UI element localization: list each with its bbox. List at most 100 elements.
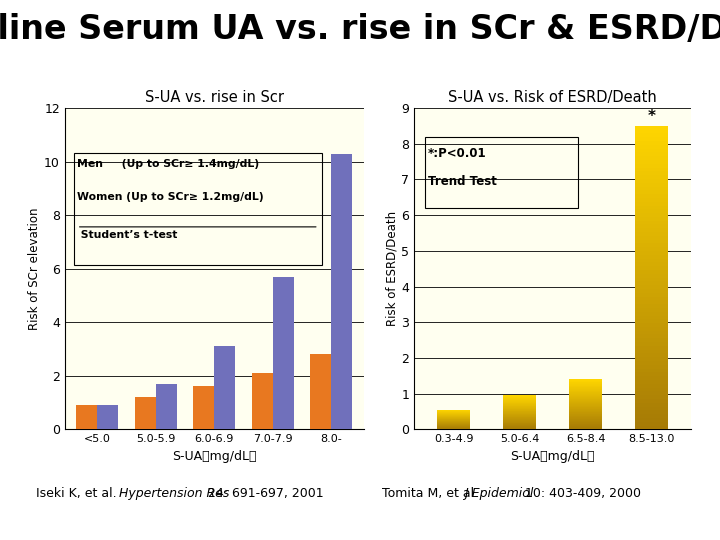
Bar — [569, 411, 602, 412]
Bar — [635, 346, 668, 349]
Bar — [569, 424, 602, 425]
Bar — [310, 354, 331, 429]
Bar — [569, 383, 602, 384]
Bar — [635, 266, 668, 270]
Bar — [635, 392, 668, 395]
Bar — [635, 259, 668, 262]
Bar — [273, 276, 294, 429]
Bar — [635, 206, 668, 210]
Bar — [635, 251, 668, 255]
Bar — [569, 401, 602, 402]
Text: Tomita M, et al.: Tomita M, et al. — [382, 487, 482, 500]
Bar — [569, 426, 602, 427]
Bar — [635, 422, 668, 426]
Bar — [569, 389, 602, 390]
Bar — [635, 414, 668, 418]
Bar — [569, 427, 602, 428]
Bar — [569, 390, 602, 391]
Bar — [635, 148, 668, 152]
Bar — [569, 396, 602, 397]
Bar — [635, 244, 668, 247]
Bar — [635, 342, 668, 346]
Bar — [569, 421, 602, 422]
Bar — [569, 428, 602, 429]
Bar — [635, 141, 668, 145]
Bar — [635, 308, 668, 312]
Bar — [635, 330, 668, 334]
Bar — [635, 365, 668, 369]
Bar — [635, 304, 668, 308]
Bar — [635, 285, 668, 289]
Bar — [569, 398, 602, 399]
Bar — [635, 323, 668, 327]
Bar — [569, 392, 602, 393]
Text: Student’s t-test: Student’s t-test — [77, 230, 177, 240]
Bar — [635, 221, 668, 225]
Y-axis label: Risk of ESRD/Death: Risk of ESRD/Death — [385, 211, 398, 326]
Bar — [635, 210, 668, 213]
Bar — [569, 386, 602, 387]
Bar — [635, 186, 668, 190]
Text: 24: 691-697, 2001: 24: 691-697, 2001 — [204, 487, 323, 500]
Bar — [635, 126, 668, 130]
Bar — [215, 346, 235, 429]
Bar — [635, 426, 668, 429]
Bar — [635, 373, 668, 376]
Text: Hypertension Res: Hypertension Res — [119, 487, 229, 500]
Text: *:P<0.01: *:P<0.01 — [428, 146, 487, 159]
Bar — [635, 130, 668, 133]
Bar — [635, 278, 668, 281]
Bar — [635, 327, 668, 330]
Bar — [569, 409, 602, 410]
Bar — [569, 405, 602, 406]
Bar — [569, 403, 602, 404]
Bar — [635, 232, 668, 236]
Bar — [635, 395, 668, 399]
Bar — [635, 361, 668, 365]
X-axis label: S-UA（mg/dL）: S-UA（mg/dL） — [172, 450, 256, 463]
Bar — [635, 281, 668, 285]
Bar — [635, 137, 668, 141]
Bar — [635, 255, 668, 259]
Bar — [569, 399, 602, 400]
Bar — [635, 225, 668, 228]
Bar — [569, 407, 602, 408]
Bar — [569, 406, 602, 407]
Bar — [331, 153, 353, 429]
Title: S-UA vs. Risk of ESRD/Death: S-UA vs. Risk of ESRD/Death — [449, 90, 657, 105]
Bar — [635, 293, 668, 296]
Bar — [635, 380, 668, 384]
Bar — [635, 164, 668, 167]
Text: Baseline Serum UA vs. rise in SCr & ESRD/Death: Baseline Serum UA vs. rise in SCr & ESRD… — [0, 14, 720, 46]
Bar — [569, 425, 602, 426]
Bar — [635, 369, 668, 373]
Text: 10: 403-409, 2000: 10: 403-409, 2000 — [521, 487, 641, 500]
Bar — [635, 145, 668, 148]
Bar — [569, 418, 602, 419]
Bar — [569, 379, 602, 380]
Bar — [252, 373, 273, 429]
Bar — [635, 194, 668, 198]
Bar — [569, 404, 602, 405]
Bar — [569, 402, 602, 403]
Bar — [569, 417, 602, 418]
Bar — [635, 171, 668, 175]
Bar — [635, 175, 668, 179]
Bar — [635, 133, 668, 137]
Bar — [635, 349, 668, 354]
Text: Iseki K, et al.: Iseki K, et al. — [36, 487, 121, 500]
Bar — [569, 387, 602, 388]
Bar — [635, 247, 668, 251]
Bar — [635, 190, 668, 194]
Bar — [635, 357, 668, 361]
Bar — [635, 338, 668, 342]
Bar — [635, 388, 668, 392]
Bar — [635, 198, 668, 202]
Bar — [569, 422, 602, 423]
Bar — [569, 414, 602, 415]
Bar — [635, 152, 668, 156]
Bar — [635, 274, 668, 278]
Bar — [635, 296, 668, 300]
Bar — [193, 387, 215, 429]
Bar — [156, 384, 176, 429]
